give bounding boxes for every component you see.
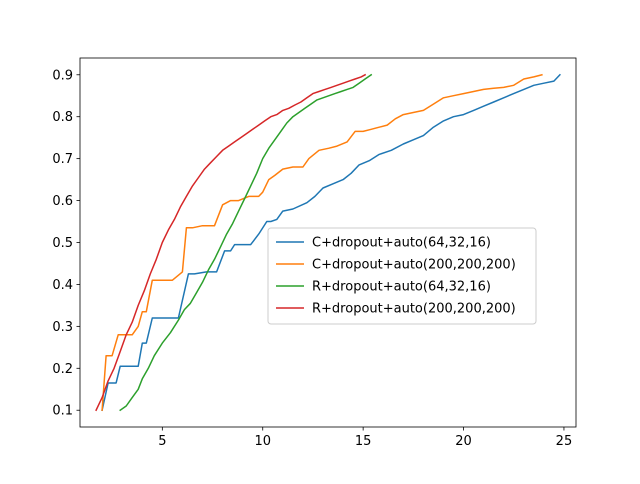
series-line-1 (101, 73, 561, 412)
y-tick-label: 0.5 (52, 236, 73, 251)
legend-label-1: C+dropout+auto(64,32,16) (312, 236, 491, 251)
series-line-2 (101, 73, 543, 412)
y-tick-label: 0.2 (52, 362, 73, 377)
y-tick-label: 0.4 (52, 278, 73, 293)
x-tick-label: 15 (355, 434, 372, 449)
x-tick-label: 10 (254, 434, 271, 449)
series-layer (95, 73, 561, 412)
series-line-4 (95, 73, 367, 412)
y-tick-label: 0.8 (52, 110, 73, 125)
y-tick-label: 0.6 (52, 194, 73, 209)
legend-frame (267, 227, 537, 325)
x-tick-label: 25 (556, 434, 573, 449)
y-tick-label: 0.9 (52, 68, 73, 83)
legend-label-3: R+dropout+auto(64,32,16) (312, 280, 491, 295)
legend-label-4: R+dropout+auto(200,200,200) (312, 302, 516, 317)
y-tick-label: 0.3 (52, 320, 73, 335)
x-tick-label: 5 (158, 434, 166, 449)
legend: C+dropout+auto(64,32,16) C+dropout+auto(2… (267, 227, 537, 325)
axes-layer: 5 10 15 20 25 0.1 0.2 0.3 0.4 0.5 0.6 0.7 0.8 0.9 (52, 57, 577, 449)
legend-label-2: C+dropout+auto(200,200,200) (312, 258, 516, 273)
y-tick-label: 0.1 (52, 404, 73, 419)
series-line-3 (119, 73, 373, 412)
y-tick-label: 0.7 (52, 152, 73, 167)
x-tick-label: 20 (455, 434, 472, 449)
